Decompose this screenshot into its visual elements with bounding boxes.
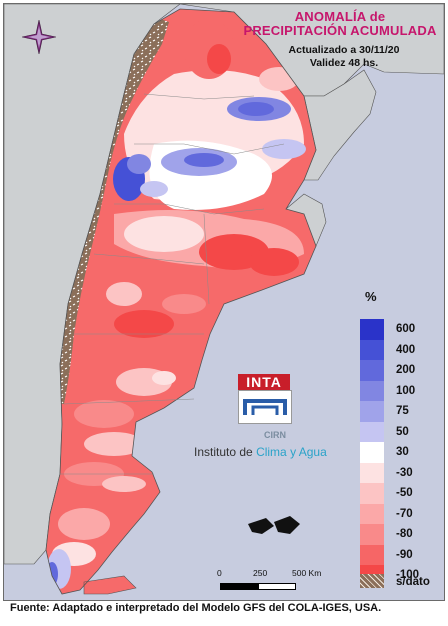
legend-swatch bbox=[360, 544, 384, 565]
legend-label: 30 bbox=[396, 446, 409, 458]
map-title: ANOMALÍA de PRECIPITACIÓN ACUMULADA bbox=[240, 10, 440, 38]
legend-label: 200 bbox=[396, 364, 416, 376]
legend-label: -30 bbox=[396, 466, 413, 479]
legend-label: -70 bbox=[396, 507, 413, 520]
argentina-outline bbox=[45, 8, 317, 595]
scale-segment-dark bbox=[220, 583, 258, 590]
legend-label: 100 bbox=[396, 384, 416, 397]
legend-label: -50 bbox=[396, 487, 413, 499]
validity-text: Validez 48 hs. bbox=[309, 57, 379, 69]
legend-swatch bbox=[360, 483, 384, 504]
legend-label: -100 bbox=[396, 569, 420, 581]
legend-swatch bbox=[360, 442, 384, 463]
scale-segment-light bbox=[258, 583, 296, 590]
cirn-label: CIRN bbox=[264, 430, 286, 440]
legend-label: -90 bbox=[396, 548, 413, 561]
legend-label: 400 bbox=[396, 343, 416, 356]
title-line-1: ANOMALÍA de bbox=[294, 9, 386, 24]
institute-name: Instituto de Clima y Agua bbox=[194, 445, 327, 459]
precipitation-anomaly-map bbox=[4, 4, 444, 595]
inta-brand: INTA bbox=[238, 374, 290, 390]
legend-label: -80 bbox=[396, 528, 413, 540]
legend-label: 75 bbox=[396, 405, 409, 417]
legend-swatch bbox=[360, 421, 384, 442]
province-borders bbox=[60, 93, 285, 475]
malvinas-islands bbox=[248, 516, 300, 534]
institute-prefix: Instituto de bbox=[194, 445, 253, 459]
legend-label: 600 bbox=[396, 323, 416, 335]
title-line-2: PRECIPITACIÓN ACUMULADA bbox=[243, 23, 437, 38]
legend-swatch bbox=[360, 524, 384, 545]
institute-highlight: Clima y Agua bbox=[256, 445, 327, 459]
legend-swatch bbox=[360, 462, 384, 483]
compass-rose-icon bbox=[22, 20, 56, 54]
map-subtitle: Actualizado a 30/11/20 Validez 48 hs. bbox=[244, 44, 444, 70]
legend-swatch bbox=[360, 503, 384, 524]
inta-logo-box bbox=[238, 390, 292, 424]
legend-swatch bbox=[360, 319, 384, 340]
legend-swatch bbox=[360, 360, 384, 381]
updated-text: Actualizado a 30/11/20 bbox=[288, 44, 400, 56]
source-footer: Fuente: Adaptado e interpretado del Mode… bbox=[10, 602, 382, 614]
scale-label-0: 0 bbox=[217, 568, 222, 578]
nodata-label: s/dato bbox=[396, 576, 430, 588]
legend-unit: % bbox=[365, 289, 377, 304]
map-frame: ANOMALÍA de PRECIPITACIÓN ACUMULADA Actu… bbox=[3, 3, 445, 601]
nodata-swatch bbox=[360, 574, 384, 588]
inta-emblem-icon bbox=[243, 399, 287, 415]
scale-bar: 0 250 500 Km bbox=[217, 568, 347, 598]
scale-label-500: 500 Km bbox=[292, 568, 322, 578]
legend-label: 50 bbox=[396, 425, 409, 438]
inta-logo: INTA bbox=[230, 374, 300, 424]
scale-label-250: 250 bbox=[253, 568, 268, 578]
legend-swatch bbox=[360, 339, 384, 360]
tierra-del-fuego bbox=[83, 575, 137, 595]
legend-swatch bbox=[360, 401, 384, 422]
legend-swatch bbox=[360, 380, 384, 401]
